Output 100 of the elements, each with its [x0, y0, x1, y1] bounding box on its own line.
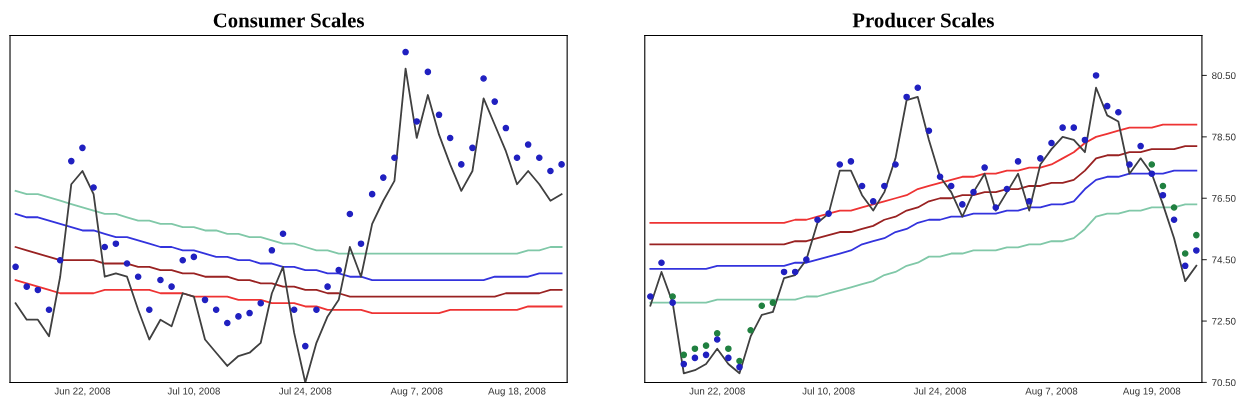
- point: [1126, 161, 1133, 168]
- point: [168, 283, 175, 290]
- point: [1159, 191, 1167, 199]
- point: [346, 210, 354, 218]
- point: [858, 182, 866, 190]
- line-series: [649, 123, 1198, 224]
- point: [469, 144, 476, 152]
- point: [847, 158, 855, 165]
- point: [914, 84, 922, 92]
- point: [658, 259, 665, 267]
- point: [1137, 142, 1144, 150]
- point: [702, 351, 710, 359]
- x-tick-label: Jul 24, 2008: [913, 387, 967, 396]
- point: [747, 326, 754, 334]
- point: [68, 157, 75, 165]
- point: [335, 266, 343, 274]
- point: [869, 198, 877, 205]
- point: [959, 201, 966, 208]
- point: [324, 283, 331, 290]
- point: [1014, 158, 1022, 165]
- point: [1181, 262, 1189, 270]
- point: [413, 118, 421, 125]
- point: [513, 154, 521, 162]
- line-series: [649, 145, 1198, 246]
- point: [1025, 198, 1033, 205]
- x-tick-label: Jul 10, 2008: [802, 387, 855, 396]
- point: [1115, 108, 1122, 116]
- point: [558, 161, 565, 168]
- point: [56, 256, 64, 264]
- point: [691, 354, 699, 362]
- point: [157, 276, 164, 284]
- line-series: [649, 169, 1198, 270]
- point: [257, 299, 265, 307]
- point: [34, 286, 42, 294]
- point: [313, 306, 320, 314]
- point: [246, 309, 253, 317]
- point: [458, 161, 465, 168]
- point: [1181, 250, 1189, 257]
- x-tick-label: Jul 10, 2008: [167, 387, 220, 396]
- point: [780, 268, 788, 276]
- point: [368, 190, 376, 198]
- x-tick-label: Jul 24, 2008: [278, 387, 332, 396]
- point: [1170, 204, 1178, 211]
- y-tick-label: 74.50: [1212, 256, 1236, 264]
- point: [981, 164, 988, 171]
- point: [736, 363, 743, 371]
- point: [268, 247, 276, 254]
- point: [970, 188, 977, 196]
- point: [680, 360, 688, 368]
- point: [1193, 247, 1200, 254]
- point: [480, 75, 487, 82]
- point: [279, 230, 287, 238]
- point: [725, 354, 732, 362]
- point: [1148, 170, 1156, 177]
- point: [925, 127, 933, 135]
- point: [524, 141, 532, 148]
- y-tick-label: 80.50: [1212, 72, 1236, 80]
- point: [669, 293, 676, 300]
- line-series: [649, 203, 1198, 304]
- point: [201, 296, 209, 304]
- point: [12, 263, 19, 271]
- y-tick-label: 76.50: [1212, 194, 1236, 202]
- point: [992, 204, 1000, 211]
- point: [647, 293, 654, 300]
- point: [680, 351, 688, 359]
- point: [1081, 136, 1089, 144]
- point: [713, 336, 721, 343]
- point: [881, 182, 888, 190]
- point: [536, 154, 543, 162]
- point: [212, 306, 220, 314]
- point: [402, 48, 409, 56]
- point: [691, 345, 699, 352]
- chart-title: Consumer Scales: [213, 12, 364, 28]
- point: [179, 256, 187, 264]
- point: [547, 167, 554, 175]
- point: [23, 283, 31, 290]
- x-tick-label: Jun 22, 2008: [54, 387, 111, 396]
- point: [1092, 72, 1100, 79]
- point: [357, 240, 365, 247]
- point: [424, 68, 432, 76]
- point: [791, 268, 799, 276]
- point: [903, 93, 910, 101]
- point: [825, 210, 832, 217]
- point: [725, 345, 732, 352]
- point: [79, 144, 86, 152]
- point: [290, 306, 298, 314]
- point: [190, 253, 198, 261]
- point: [1170, 216, 1178, 224]
- point: [769, 299, 777, 306]
- point: [936, 173, 944, 181]
- point: [1037, 155, 1044, 162]
- x-tick-label: Aug 18, 2008: [488, 387, 546, 397]
- y-tick-label: 70.50: [1212, 379, 1236, 387]
- point: [758, 302, 766, 310]
- point: [702, 342, 710, 349]
- point: [45, 306, 53, 314]
- point: [669, 299, 676, 306]
- point: [1003, 185, 1011, 193]
- point: [1070, 124, 1078, 131]
- x-tick-label: Aug 19, 2008: [1122, 387, 1181, 397]
